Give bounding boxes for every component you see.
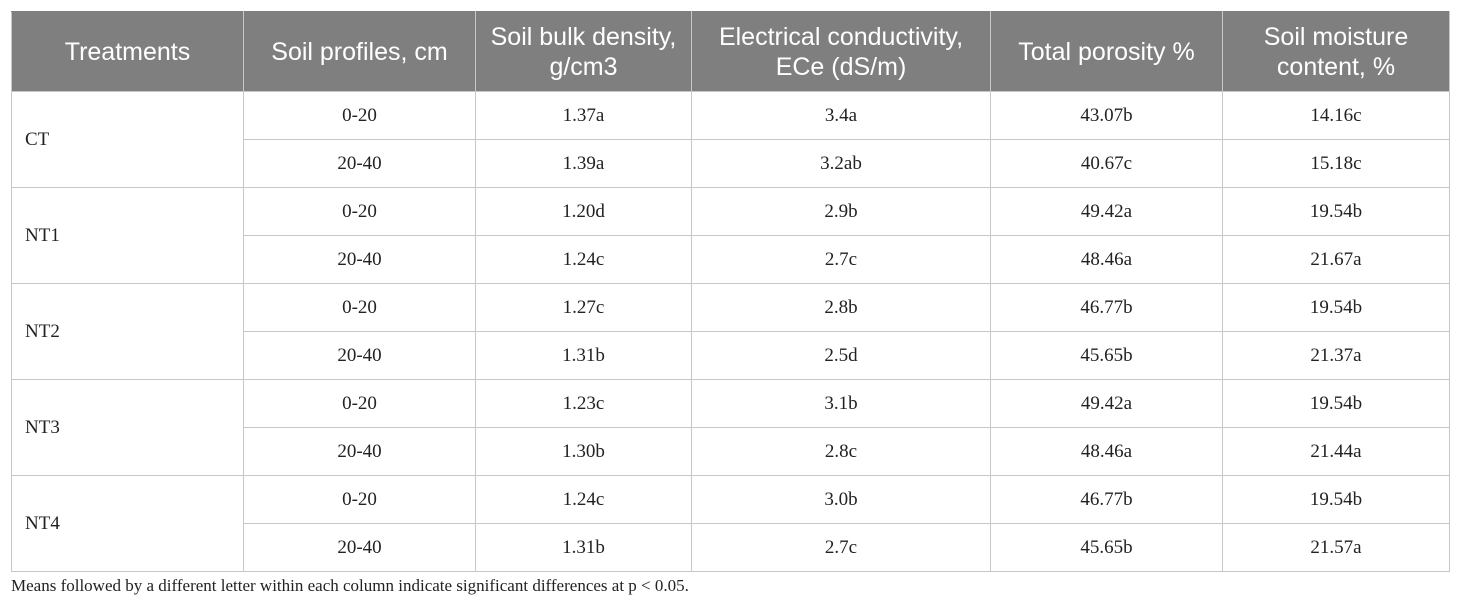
total-porosity-cell: 45.65b bbox=[990, 523, 1223, 572]
soil-profile-cell: 0-20 bbox=[243, 283, 476, 332]
bulk-density-cell: 1.30b bbox=[475, 427, 692, 476]
table-row: NT2 0-20 1.27c 2.8b 46.77b 19.54b bbox=[11, 283, 1450, 380]
electrical-conductivity-cell: 2.8c bbox=[691, 427, 991, 476]
total-porosity-cell: 40.67c bbox=[990, 139, 1223, 188]
total-porosity-cell: 48.46a bbox=[990, 427, 1223, 476]
electrical-conductivity-cell: 2.7c bbox=[691, 523, 991, 572]
electrical-conductivity-cell: 3.1b bbox=[691, 379, 991, 428]
table-row: 20-40 1.24c 2.7c 48.46a 21.67a bbox=[12, 235, 1450, 284]
table-row: NT3 0-20 1.23c 3.1b 49.42a 19.54b bbox=[11, 379, 1450, 476]
table-row: 20-40 1.30b 2.8c 48.46a 21.44a bbox=[12, 427, 1450, 476]
soil-profile-cell: 20-40 bbox=[243, 235, 476, 284]
header-electrical-conductivity: Electrical conductivity, ECe (dS/m) bbox=[691, 11, 991, 92]
soil-moisture-cell: 21.67a bbox=[1222, 235, 1450, 284]
bulk-density-cell: 1.31b bbox=[475, 331, 692, 380]
electrical-conductivity-cell: 3.4a bbox=[691, 91, 991, 140]
total-porosity-cell: 46.77b bbox=[990, 283, 1223, 332]
soil-moisture-cell: 14.16c bbox=[1222, 91, 1450, 140]
table-row: 20-40 1.39a 3.2ab 40.67c 15.18c bbox=[12, 139, 1450, 188]
bulk-density-cell: 1.27c bbox=[475, 283, 692, 332]
soil-moisture-cell: 19.54b bbox=[1222, 475, 1450, 524]
bulk-density-cell: 1.37a bbox=[475, 91, 692, 140]
header-soil-moisture: Soil moisture content, % bbox=[1222, 11, 1450, 92]
soil-moisture-cell: 21.37a bbox=[1222, 331, 1450, 380]
table-row: CT 0-20 1.37a 3.4a 43.07b 14.16c bbox=[11, 91, 1450, 188]
table-row: 20-40 1.31b 2.7c 45.65b 21.57a bbox=[12, 523, 1450, 572]
soil-profile-cell: 0-20 bbox=[243, 379, 476, 428]
soil-properties-table: Treatments Soil profiles, cm Soil bulk d… bbox=[11, 11, 1450, 572]
soil-moisture-cell: 15.18c bbox=[1222, 139, 1450, 188]
header-total-porosity: Total porosity % bbox=[990, 11, 1223, 92]
table-row: NT4 0-20 1.24c 3.0b 46.77b 19.54b bbox=[11, 475, 1450, 572]
header-soil-profiles: Soil profiles, cm bbox=[243, 11, 476, 92]
total-porosity-cell: 48.46a bbox=[990, 235, 1223, 284]
soil-profile-cell: 20-40 bbox=[243, 427, 476, 476]
bulk-density-cell: 1.20d bbox=[475, 187, 692, 236]
bulk-density-cell: 1.31b bbox=[475, 523, 692, 572]
header-row: Treatments Soil profiles, cm Soil bulk d… bbox=[11, 11, 1450, 92]
table-header: Treatments Soil profiles, cm Soil bulk d… bbox=[11, 11, 1450, 92]
electrical-conductivity-cell: 3.0b bbox=[691, 475, 991, 524]
total-porosity-cell: 46.77b bbox=[990, 475, 1223, 524]
bulk-density-cell: 1.24c bbox=[475, 235, 692, 284]
treatment-cell: NT1 bbox=[11, 187, 244, 284]
bulk-density-cell: 1.39a bbox=[475, 139, 692, 188]
bulk-density-cell: 1.24c bbox=[475, 475, 692, 524]
soil-profile-cell: 0-20 bbox=[243, 475, 476, 524]
electrical-conductivity-cell: 3.2ab bbox=[691, 139, 991, 188]
treatment-cell: NT4 bbox=[11, 475, 244, 572]
soil-moisture-cell: 19.54b bbox=[1222, 187, 1450, 236]
total-porosity-cell: 49.42a bbox=[990, 379, 1223, 428]
data-table-container: Treatments Soil profiles, cm Soil bulk d… bbox=[11, 11, 1450, 572]
table-footnote: Means followed by a different letter wit… bbox=[11, 576, 689, 595]
electrical-conductivity-cell: 2.8b bbox=[691, 283, 991, 332]
total-porosity-cell: 43.07b bbox=[990, 91, 1223, 140]
table-row: NT1 0-20 1.20d 2.9b 49.42a 19.54b bbox=[11, 187, 1450, 284]
soil-moisture-cell: 19.54b bbox=[1222, 283, 1450, 332]
electrical-conductivity-cell: 2.9b bbox=[691, 187, 991, 236]
soil-profile-cell: 0-20 bbox=[243, 91, 476, 140]
electrical-conductivity-cell: 2.5d bbox=[691, 331, 991, 380]
table-body: CT 0-20 1.37a 3.4a 43.07b 14.16c 20-40 1.39a 3.2… bbox=[11, 91, 1450, 572]
header-treatments: Treatments bbox=[11, 11, 244, 92]
total-porosity-cell: 45.65b bbox=[990, 331, 1223, 380]
table-row: 20-40 1.31b 2.5d 45.65b 21.37a bbox=[12, 331, 1450, 380]
total-porosity-cell: 49.42a bbox=[990, 187, 1223, 236]
soil-moisture-cell: 21.44a bbox=[1222, 427, 1450, 476]
treatment-cell: NT2 bbox=[11, 283, 244, 380]
bulk-density-cell: 1.23c bbox=[475, 379, 692, 428]
soil-profile-cell: 0-20 bbox=[243, 187, 476, 236]
header-bulk-density: Soil bulk density, g/cm3 bbox=[475, 11, 692, 92]
soil-profile-cell: 20-40 bbox=[243, 331, 476, 380]
treatment-cell: CT bbox=[11, 91, 244, 188]
soil-moisture-cell: 19.54b bbox=[1222, 379, 1450, 428]
soil-moisture-cell: 21.57a bbox=[1222, 523, 1450, 572]
soil-profile-cell: 20-40 bbox=[243, 139, 476, 188]
soil-profile-cell: 20-40 bbox=[243, 523, 476, 572]
electrical-conductivity-cell: 2.7c bbox=[691, 235, 991, 284]
treatment-cell: NT3 bbox=[11, 379, 244, 476]
